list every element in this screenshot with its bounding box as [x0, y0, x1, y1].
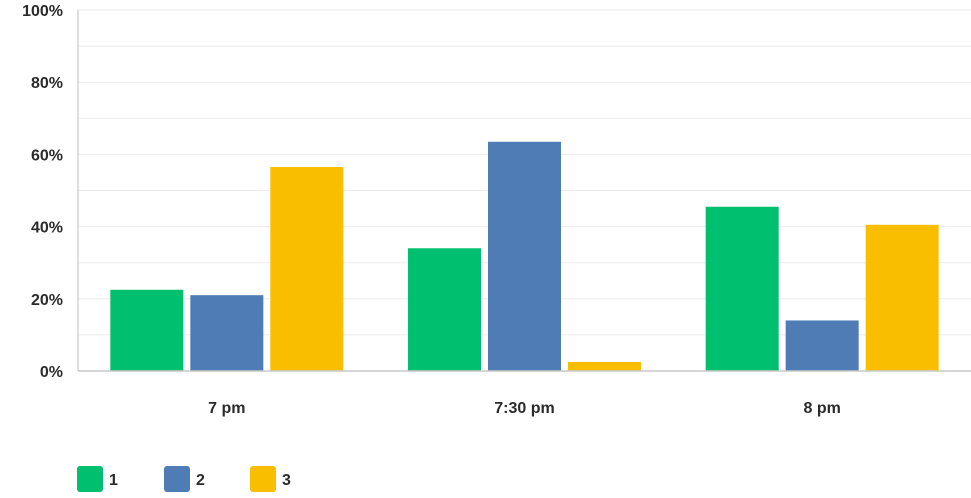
bar-7-30-pm-series-3	[568, 361, 641, 371]
x-axis	[77, 10, 971, 372]
x-tick-label: 7:30 pm	[494, 400, 554, 417]
y-tick-label: 100%	[22, 3, 63, 20]
legend: 1 2 3	[77, 466, 291, 492]
y-tick-label: 80%	[31, 75, 63, 92]
x-tick-label: 8 pm	[803, 400, 840, 417]
bar-8-pm-series-1	[705, 206, 779, 371]
legend-label-3: 3	[282, 472, 291, 489]
y-tick-label: 40%	[31, 220, 63, 237]
y-tick-label: 20%	[31, 292, 63, 309]
bars	[110, 141, 939, 371]
bar-7-pm-series-1	[110, 289, 184, 371]
bar-8-pm-series-3	[865, 224, 939, 371]
legend-swatch-2	[164, 466, 190, 492]
x-axis-labels: 7 pm 7:30 pm 8 pm	[208, 400, 841, 417]
y-axis-ticks: 0% 20% 40% 60% 80% 100%	[22, 3, 63, 381]
bar-7-30-pm-series-2	[488, 141, 561, 371]
x-tick-label: 7 pm	[208, 400, 245, 417]
legend-label-2: 2	[196, 472, 205, 489]
bar-7-pm-series-3	[270, 167, 344, 371]
bar-8-pm-series-2	[785, 320, 859, 371]
y-tick-label: 60%	[31, 147, 63, 164]
legend-swatch-1	[77, 466, 103, 492]
legend-swatch-3	[250, 466, 276, 492]
bar-7-pm-series-2	[190, 295, 264, 371]
y-tick-label: 0%	[40, 364, 63, 381]
bar-7-30-pm-series-1	[408, 248, 481, 371]
legend-label-1: 1	[109, 472, 118, 489]
